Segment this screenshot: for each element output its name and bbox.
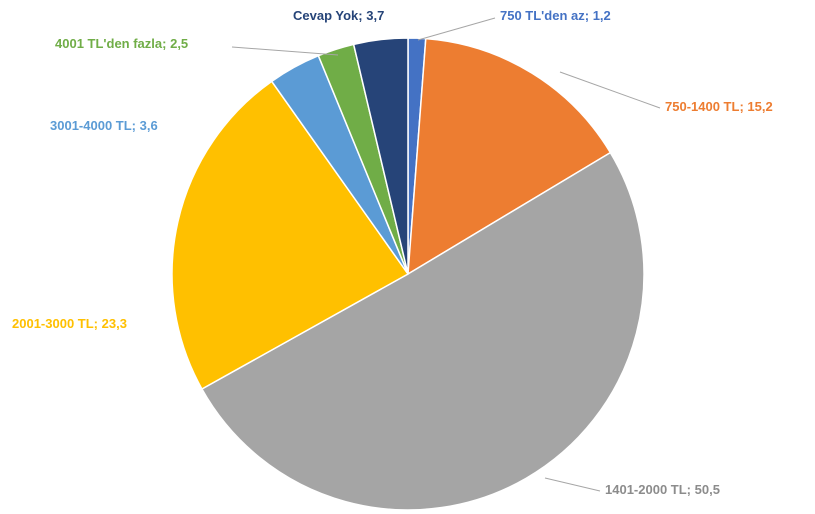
pie-slice (407, 37, 612, 276)
data-label: 3001-4000 TL; 3,6 (50, 118, 158, 133)
label-category: Cevap Yok (293, 8, 359, 23)
label-value: 50,5 (695, 482, 720, 497)
label-value: 15,2 (747, 99, 772, 114)
data-label: 750 TL'den az; 1,2 (500, 8, 611, 23)
leader-line (559, 71, 661, 109)
label-category: 3001-4000 TL (50, 118, 132, 133)
label-category: 750-1400 TL (665, 99, 739, 114)
label-value: 23,3 (102, 316, 127, 331)
label-separator: ; (94, 316, 102, 331)
label-value: 2,5 (170, 36, 188, 51)
data-label: 4001 TL'den fazla; 2,5 (55, 36, 188, 51)
data-label: 2001-3000 TL; 23,3 (12, 316, 127, 331)
label-value: 3,7 (366, 8, 384, 23)
leader-line (231, 46, 339, 56)
label-separator: ; (132, 118, 140, 133)
label-separator: ; (358, 8, 366, 23)
label-category: 750 TL'den az (500, 8, 585, 23)
label-category: 1401-2000 TL (605, 482, 687, 497)
label-value: 1,2 (593, 8, 611, 23)
data-label: 1401-2000 TL; 50,5 (605, 482, 720, 497)
label-value: 3,6 (140, 118, 158, 133)
pie-slice (200, 151, 645, 511)
pie-slice (352, 37, 409, 275)
label-separator: ; (739, 99, 747, 114)
data-label: 750-1400 TL; 15,2 (665, 99, 773, 114)
data-label: Cevap Yok; 3,7 (293, 8, 384, 23)
label-category: 4001 TL'den fazla (55, 36, 163, 51)
leader-line (417, 17, 496, 41)
label-separator: ; (585, 8, 593, 23)
label-separator: ; (162, 36, 170, 51)
pie-slice (171, 80, 410, 391)
label-separator: ; (687, 482, 695, 497)
label-category: 2001-3000 TL (12, 316, 94, 331)
leader-line (544, 477, 601, 492)
